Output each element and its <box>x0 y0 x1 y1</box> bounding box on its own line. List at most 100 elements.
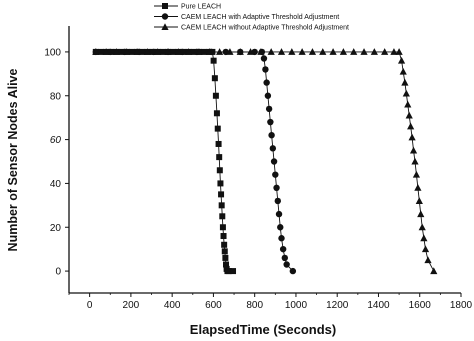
data-point <box>283 261 290 268</box>
data-point <box>219 224 226 231</box>
y-tick-label: 100 <box>44 47 61 58</box>
data-point <box>412 170 421 178</box>
y-tick-label: 0 <box>55 267 61 278</box>
x-tick-label: 1800 <box>450 300 473 311</box>
data-point <box>420 234 428 242</box>
data-point <box>414 184 422 191</box>
data-point <box>218 191 225 198</box>
x-tick-label: 600 <box>205 300 222 311</box>
data-point <box>265 105 273 113</box>
data-point <box>264 92 272 99</box>
data-point <box>263 79 270 86</box>
x-tick-label: 1000 <box>285 300 308 311</box>
data-point <box>205 48 213 55</box>
data-point <box>430 267 438 275</box>
data-point <box>381 48 389 55</box>
data-point <box>399 67 407 75</box>
data-point <box>260 55 268 62</box>
data-point <box>213 110 220 117</box>
series-line <box>95 51 294 272</box>
legend-label: CAEM LEACH with Adaptive Threshold Adjus… <box>181 14 339 21</box>
data-point <box>274 197 281 205</box>
data-point <box>277 48 286 55</box>
data-point <box>123 48 131 55</box>
x-tick-label: 400 <box>164 300 181 311</box>
data-point <box>390 48 398 55</box>
data-point <box>246 48 255 55</box>
data-point <box>402 89 410 97</box>
data-point <box>404 100 412 108</box>
data-point <box>272 171 279 178</box>
data-point <box>267 48 275 55</box>
data-point <box>268 132 275 139</box>
data-point <box>164 48 172 55</box>
legend-marker <box>161 13 169 20</box>
data-point <box>319 48 327 55</box>
data-point <box>219 213 226 220</box>
data-point <box>112 48 121 55</box>
data-point <box>407 122 415 130</box>
data-point <box>174 48 182 55</box>
series-line <box>95 51 234 272</box>
data-point <box>212 92 219 99</box>
data-point <box>339 48 347 55</box>
legend-marker <box>161 23 169 30</box>
data-point <box>281 254 289 262</box>
legend: Pure LEACH CAEM LEACH with Adaptive Thres… <box>154 3 349 32</box>
data-point <box>257 48 265 55</box>
data-point <box>397 56 406 64</box>
data-point <box>210 57 217 64</box>
data-point <box>278 235 285 242</box>
data-point <box>92 48 100 55</box>
y-tick-label: 40 <box>50 179 62 190</box>
series-layer <box>92 48 438 275</box>
data-point <box>215 140 222 147</box>
legend-label: CAEM LEACH without Adaptive Threshold Ad… <box>181 25 349 32</box>
data-point <box>225 268 232 275</box>
x-tick-label: 800 <box>246 300 263 311</box>
data-point <box>230 268 237 275</box>
y-axis-title: Number of Sensor Nodes Alive <box>6 69 20 252</box>
data-point <box>216 48 224 55</box>
data-point <box>217 180 224 187</box>
data-point <box>221 241 228 248</box>
data-point <box>409 146 418 154</box>
x-tick-label: 0 <box>87 300 93 311</box>
data-point <box>421 245 430 253</box>
data-point <box>418 223 426 231</box>
data-point <box>329 48 337 55</box>
data-point <box>277 224 284 231</box>
data-point <box>214 125 221 132</box>
data-point <box>223 261 230 268</box>
data-point <box>270 158 278 165</box>
data-point <box>415 197 423 204</box>
data-point <box>350 48 358 55</box>
data-point <box>360 48 368 55</box>
data-point <box>279 245 287 253</box>
data-point <box>262 66 269 73</box>
legend-label: Pure LEACH <box>181 4 221 11</box>
data-point <box>411 157 419 165</box>
data-point <box>102 48 110 55</box>
axes: 0 200 400 600 800 1000 1200 1400 1600 1800 0 20 40 60… <box>44 26 473 311</box>
data-point <box>218 202 225 209</box>
data-point <box>143 48 151 55</box>
data-point <box>405 111 413 119</box>
data-point <box>370 48 378 55</box>
data-point <box>216 154 223 161</box>
series-circle <box>92 48 297 275</box>
data-point <box>222 254 229 261</box>
data-point <box>401 78 409 86</box>
data-point <box>417 210 425 218</box>
x-tick-label: 1600 <box>409 300 432 311</box>
x-tick-label: 200 <box>123 300 140 311</box>
data-point <box>289 267 297 275</box>
series-triangle <box>92 48 438 275</box>
data-point <box>267 118 274 126</box>
data-point <box>185 48 193 55</box>
data-point <box>424 256 432 264</box>
data-point <box>133 48 141 55</box>
series-square <box>92 48 237 275</box>
data-point <box>216 167 223 174</box>
